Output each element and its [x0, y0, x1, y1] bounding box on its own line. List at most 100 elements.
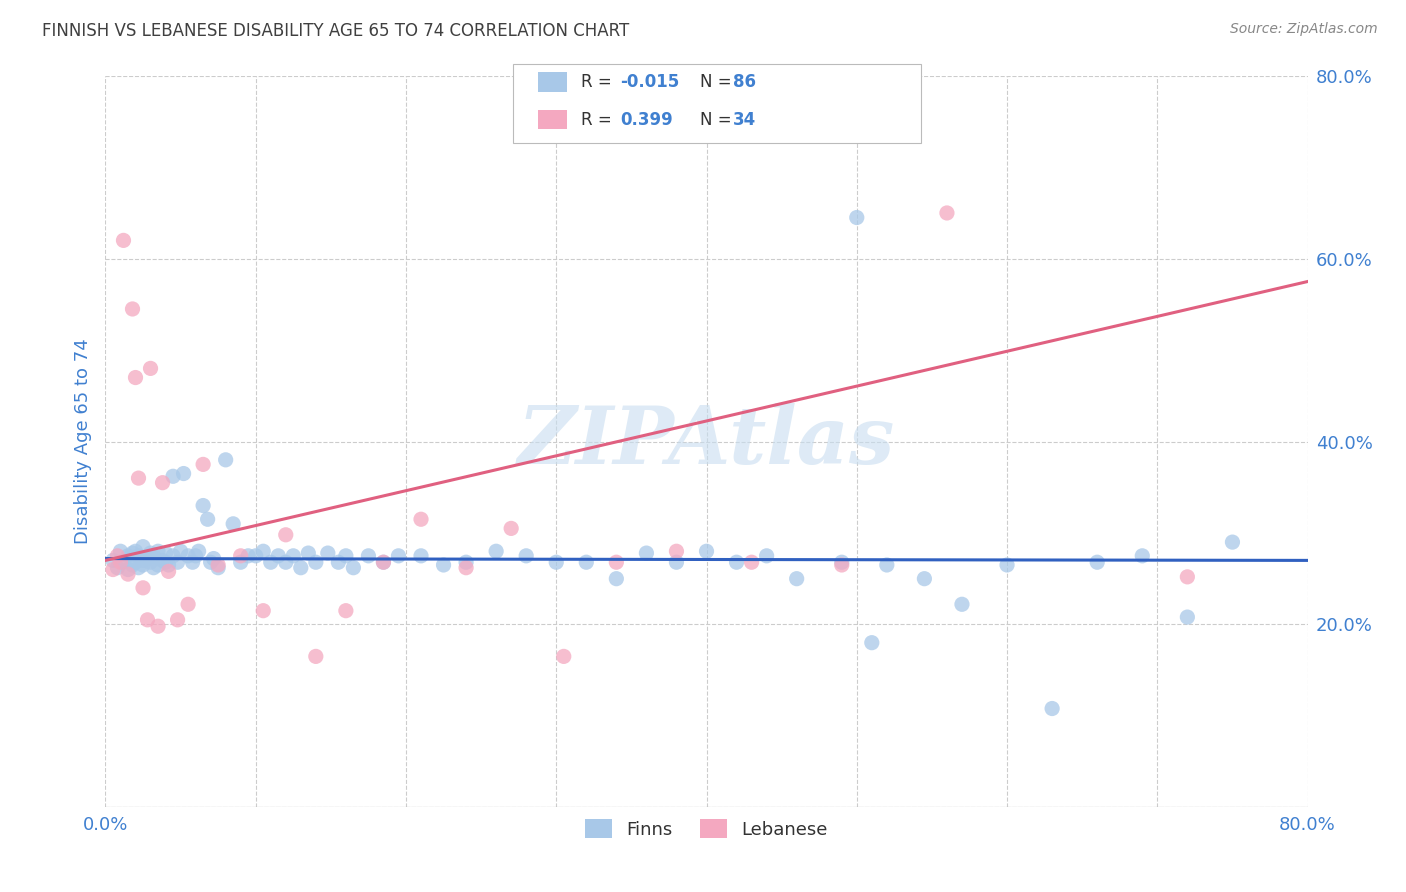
- Point: [110, 544, 132, 558]
- Point: [456, 560, 478, 574]
- Point: [128, 549, 150, 563]
- Point: [373, 555, 395, 569]
- Point: [316, 546, 339, 560]
- Point: [274, 555, 297, 569]
- Point: [238, 549, 260, 563]
- Point: [112, 233, 135, 247]
- Point: [117, 549, 139, 563]
- Point: [1040, 701, 1063, 715]
- Point: [1222, 535, 1244, 549]
- Point: [146, 619, 169, 633]
- Point: [136, 551, 159, 566]
- Text: FINNISH VS LEBANESE DISABILITY AGE 65 TO 74 CORRELATION CHART: FINNISH VS LEBANESE DISABILITY AGE 65 TO…: [42, 22, 630, 40]
- Point: [162, 549, 184, 563]
- Point: [409, 512, 432, 526]
- Text: 34: 34: [733, 111, 756, 128]
- Point: [305, 649, 328, 664]
- Point: [335, 549, 357, 563]
- Point: [665, 555, 688, 569]
- Point: [1130, 549, 1153, 563]
- Point: [112, 555, 135, 569]
- Point: [155, 546, 177, 560]
- Point: [124, 370, 146, 384]
- Point: [152, 553, 174, 567]
- Point: [373, 555, 395, 569]
- Point: [132, 553, 155, 567]
- Point: [177, 597, 200, 611]
- Point: [1177, 610, 1199, 624]
- Point: [1085, 555, 1108, 569]
- Point: [207, 560, 229, 574]
- Point: [128, 471, 150, 485]
- Point: [200, 555, 222, 569]
- Point: [139, 546, 162, 560]
- Point: [121, 301, 143, 316]
- Point: [1177, 570, 1199, 584]
- Text: -0.015: -0.015: [620, 73, 679, 91]
- Point: [553, 649, 575, 664]
- Point: [357, 549, 380, 563]
- Legend: Finns, Lebanese: Finns, Lebanese: [571, 805, 842, 853]
- Point: [128, 560, 150, 574]
- Point: [387, 549, 409, 563]
- Point: [142, 549, 165, 563]
- Point: [305, 555, 328, 569]
- Point: [786, 572, 808, 586]
- Point: [229, 549, 252, 563]
- Point: [252, 544, 274, 558]
- Point: [107, 549, 129, 563]
- Point: [169, 544, 191, 558]
- Text: 0.399: 0.399: [620, 111, 673, 128]
- Text: N =: N =: [700, 73, 737, 91]
- Point: [605, 572, 627, 586]
- Point: [696, 544, 718, 558]
- Point: [456, 555, 478, 569]
- Point: [187, 544, 209, 558]
- Point: [546, 555, 568, 569]
- Point: [575, 555, 598, 569]
- Point: [132, 558, 155, 572]
- Point: [146, 544, 169, 558]
- Point: [197, 512, 219, 526]
- Point: [202, 551, 225, 566]
- Point: [245, 549, 267, 563]
- Point: [166, 555, 188, 569]
- Point: [139, 361, 162, 376]
- Point: [101, 563, 124, 577]
- Text: ZIPAtlas: ZIPAtlas: [517, 403, 896, 480]
- Point: [173, 467, 195, 481]
- Text: R =: R =: [581, 111, 617, 128]
- Text: R =: R =: [581, 73, 617, 91]
- Point: [605, 555, 627, 569]
- Point: [162, 469, 184, 483]
- Point: [283, 549, 305, 563]
- Point: [132, 540, 155, 554]
- Point: [342, 560, 364, 574]
- Point: [222, 516, 245, 531]
- Point: [636, 546, 658, 560]
- Point: [290, 560, 312, 574]
- Point: [335, 604, 357, 618]
- Point: [142, 560, 165, 574]
- Point: [157, 565, 180, 579]
- Point: [155, 555, 177, 569]
- Point: [117, 567, 139, 582]
- Point: [191, 458, 214, 472]
- Point: [124, 555, 146, 569]
- Point: [831, 555, 853, 569]
- Point: [267, 549, 290, 563]
- Point: [515, 549, 537, 563]
- Point: [950, 597, 973, 611]
- Point: [995, 558, 1018, 572]
- Point: [124, 544, 146, 558]
- Point: [101, 553, 124, 567]
- Point: [665, 544, 688, 558]
- Point: [177, 549, 200, 563]
- Y-axis label: Disability Age 65 to 74: Disability Age 65 to 74: [73, 339, 91, 544]
- Point: [146, 558, 169, 572]
- Point: [274, 528, 297, 542]
- Point: [485, 544, 508, 558]
- Point: [107, 560, 129, 574]
- Text: Source: ZipAtlas.com: Source: ZipAtlas.com: [1230, 22, 1378, 37]
- Point: [845, 211, 868, 225]
